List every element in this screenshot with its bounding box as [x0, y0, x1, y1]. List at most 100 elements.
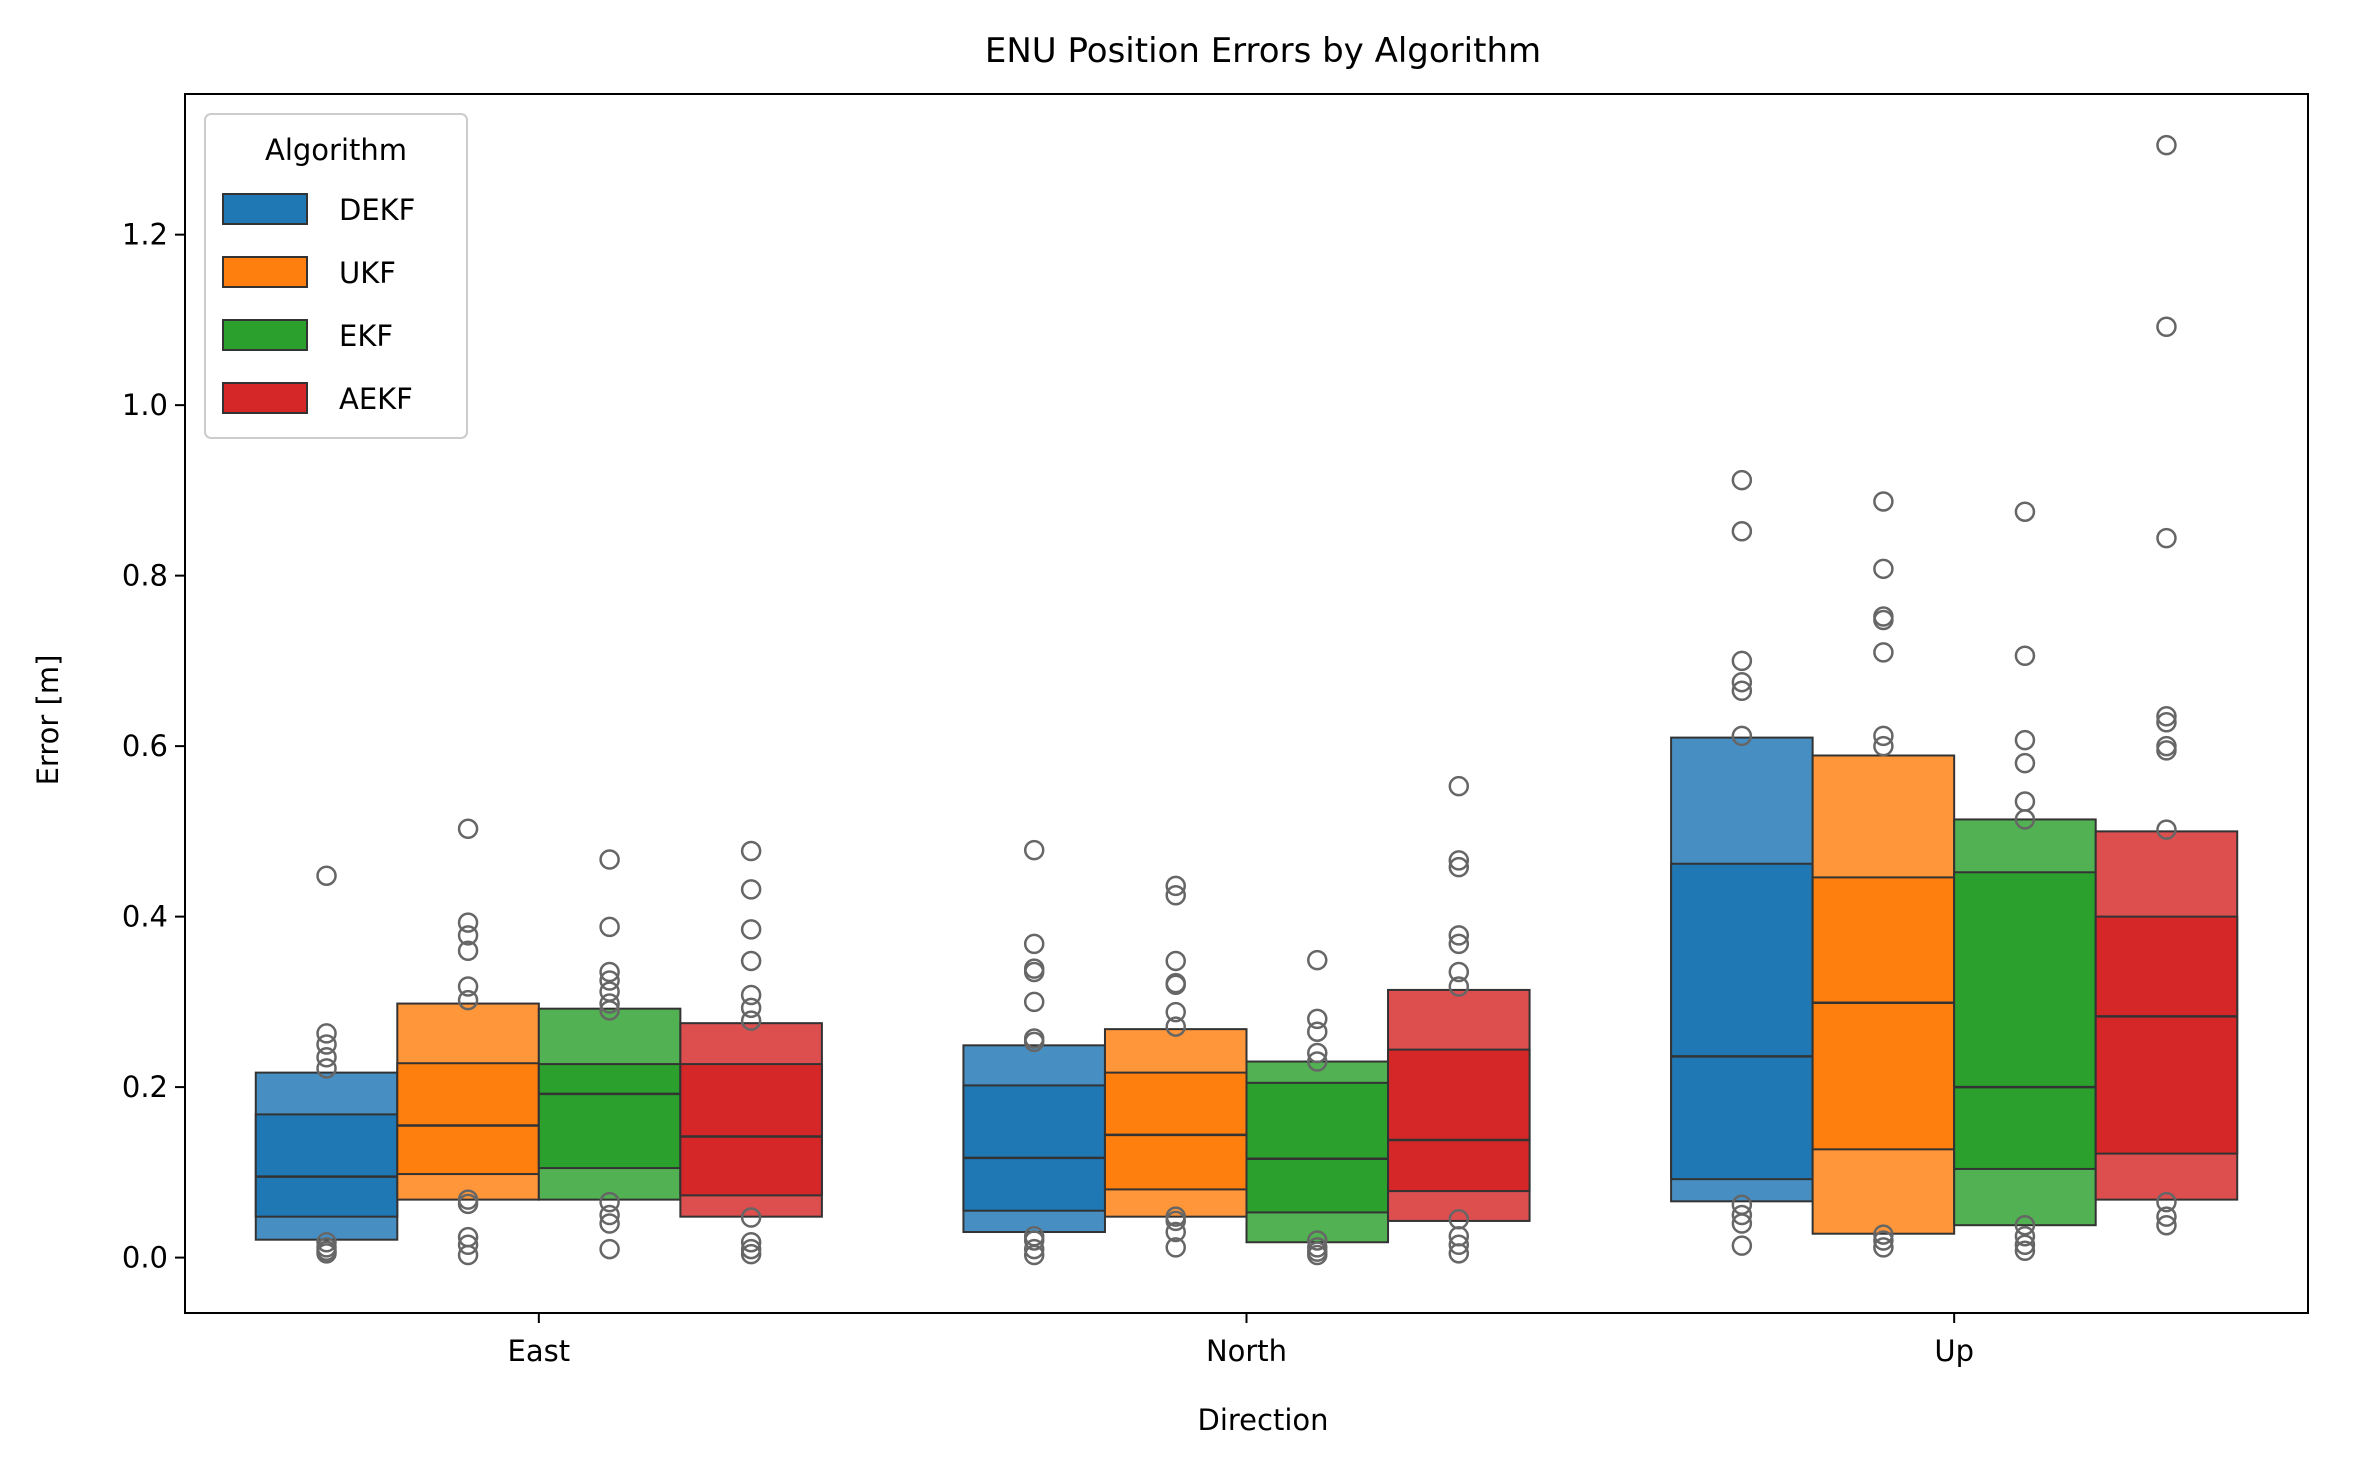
outlier-point [1731, 725, 1753, 747]
outlier-point [740, 1231, 762, 1253]
outlier-point [1165, 950, 1186, 972]
outlier-point [2014, 1234, 2036, 1256]
outlier-point [1023, 991, 1045, 1013]
box-ukf-up-level-1 [1811, 876, 1956, 1151]
outlier-point [740, 1243, 762, 1265]
outlier-point [2014, 1214, 2036, 1236]
outlier-point [316, 1047, 337, 1068]
outlier-point [2014, 729, 2036, 751]
outlier-point [740, 879, 762, 900]
outlier-point [1023, 839, 1045, 861]
box-ekf-up-level-1 [1953, 871, 2097, 1170]
outlier-point [599, 849, 620, 870]
outlier-point [740, 1207, 762, 1228]
outlier-point [1873, 1224, 1894, 1245]
outlier-point [1873, 1230, 1894, 1251]
y-axis-label: Error [m] [31, 655, 65, 786]
outlier-point [1023, 1031, 1045, 1053]
outlier-point [2014, 501, 2036, 522]
outlier-point [316, 1034, 337, 1055]
outlier-point [1873, 735, 1894, 757]
outlier-point [1731, 671, 1753, 693]
outlier-point [1448, 850, 1470, 871]
outlier-point [1731, 680, 1753, 701]
outlier-point [1307, 949, 1328, 971]
outlier-point [1873, 491, 1894, 512]
box-aekf-east-level-1 [679, 1063, 823, 1197]
outlier-point [1448, 775, 1470, 797]
legend-label-aekf: AEKF [339, 382, 413, 416]
legend-swatch-aekf [222, 382, 308, 414]
outlier-point [457, 940, 479, 961]
outlier-point [2156, 706, 2177, 727]
legend-swatch-dekf [222, 193, 308, 225]
outlier-point [457, 912, 479, 933]
outlier-point [599, 993, 620, 1014]
outlier-point [599, 1204, 620, 1226]
outlier-point [2156, 527, 2177, 549]
outlier-point [316, 1243, 337, 1264]
outlier-point [2156, 316, 2177, 337]
outlier-point [457, 1193, 479, 1215]
outlier-point [2014, 809, 2036, 830]
box-dekf-up-level-1 [1670, 862, 1814, 1181]
outlier-point [1165, 885, 1186, 906]
outlier-point [1023, 1238, 1045, 1260]
outlier-point [599, 1000, 620, 1021]
outlier-point [1023, 961, 1045, 983]
outlier-point [1023, 933, 1045, 955]
box-dekf-north-level-1 [962, 1084, 1106, 1212]
y-tick-label: 0.0 [122, 1241, 168, 1275]
outlier-point [1023, 1230, 1045, 1251]
outlier-point [2014, 752, 2036, 774]
legend: Algorithm DEKF UKF EKF AEKF [204, 113, 468, 439]
outlier-point [2014, 1240, 2036, 1262]
y-tick-label: 0.6 [122, 729, 168, 763]
outlier-point [599, 970, 620, 991]
y-tick-label: 0.8 [122, 559, 168, 593]
outlier-point [2156, 134, 2177, 156]
outlier-point [2156, 735, 2177, 757]
outlier-point [1731, 469, 1753, 491]
outlier-point [740, 1010, 762, 1031]
outlier-point [1448, 1234, 1470, 1256]
outlier-point [1731, 521, 1753, 542]
outlier-point [1165, 875, 1186, 897]
box-dekf-east-level-1 [254, 1113, 399, 1218]
outlier-point [457, 976, 479, 997]
outlier-point [1165, 1221, 1186, 1243]
outlier-point [1165, 1016, 1186, 1037]
outlier-point [599, 1213, 620, 1234]
x-axis: East North Up [508, 1313, 1974, 1368]
x-axis-label: Direction [1197, 1403, 1328, 1437]
outlier-point [316, 865, 337, 886]
outlier-point [599, 1238, 620, 1260]
outlier-point [1873, 642, 1894, 663]
outlier-point [457, 925, 479, 946]
outlier-point [1873, 1237, 1894, 1258]
outlier-point [1307, 1021, 1328, 1042]
legend-title: Algorithm [265, 133, 407, 167]
outlier-point [599, 1191, 620, 1213]
chart-title: ENU Position Errors by Algorithm [985, 31, 1541, 71]
plot-area [254, 134, 2239, 1266]
outlier-point [599, 961, 620, 983]
y-axis: 0.0 0.2 0.4 0.6 0.8 1.0 1.2 [122, 218, 185, 1275]
box-ekf-north-level-1 [1245, 1081, 1390, 1214]
box-aekf-north-level-1 [1387, 1048, 1531, 1193]
legend-swatch-ekf [222, 319, 308, 351]
outlier-point [316, 1023, 337, 1044]
outlier-point [316, 1058, 337, 1079]
x-tick-label: North [1206, 1334, 1287, 1368]
outlier-point [740, 984, 762, 1006]
box-aekf-up-level-1 [2094, 915, 2239, 1155]
outlier-point [1731, 1235, 1753, 1256]
outlier-point [457, 1244, 479, 1266]
outlier-point [1731, 1204, 1753, 1226]
box-ukf-east-level-1 [396, 1062, 540, 1176]
outlier-point [1731, 650, 1753, 672]
outlier-point [2014, 791, 2036, 812]
box-ekf-east-level-1 [537, 1063, 682, 1170]
outlier-point [1307, 1244, 1328, 1266]
